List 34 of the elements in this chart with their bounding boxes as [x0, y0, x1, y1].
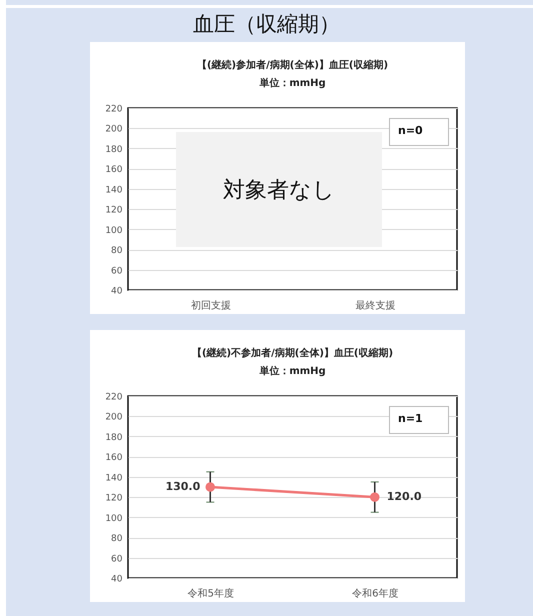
y-tick-label: 60 [111, 266, 123, 276]
y-tick-label: 200 [105, 412, 123, 423]
y-tick-label: 220 [105, 392, 123, 402]
y-tick-label: 40 [111, 286, 123, 296]
no-subjects-box: 対象者なし [176, 132, 382, 247]
y-tick-label: 60 [111, 554, 123, 564]
x-tick-label: 初回支援 [190, 300, 231, 312]
y-tick-label: 40 [111, 574, 123, 584]
y-tick-label: 100 [105, 514, 123, 524]
x-tick-label: 最終支援 [355, 300, 396, 312]
x-tick-label: 令和6年度 [352, 588, 398, 600]
y-tick-label: 100 [105, 226, 123, 236]
text: 血圧（収縮期） [192, 11, 341, 38]
y-tick-label: 180 [105, 144, 123, 155]
y-tick-label: 80 [111, 534, 123, 544]
chart-title: 【(継続)参加者/病期(全体)】血圧(収縮期) [196, 59, 388, 71]
y-tick-label: 120 [105, 494, 123, 504]
data-label: 130.0 [165, 480, 201, 493]
y-tick-label: 200 [105, 124, 123, 135]
chart-subtitle: 単位：mmHg [258, 77, 326, 89]
x-tick-label: 令和5年度 [188, 588, 234, 600]
y-tick-label: 80 [111, 246, 123, 256]
y-tick-label: 160 [105, 453, 123, 464]
chart-title: 【(継続)不参加者/病期(全体)】血圧(収縮期) [192, 347, 394, 359]
y-tick-label: 120 [105, 206, 123, 216]
y-tick-label: 180 [105, 432, 123, 443]
count-box: n=0 [389, 118, 449, 146]
count-box: n=1 [389, 406, 449, 434]
y-tick-label: 160 [105, 165, 123, 176]
y-tick-label: 140 [105, 473, 123, 484]
chart-subtitle: 単位：mmHg [258, 365, 326, 377]
y-tick-label: 220 [105, 104, 123, 114]
y-tick-label: 140 [105, 185, 123, 196]
data-label: 120.0 [386, 490, 422, 504]
